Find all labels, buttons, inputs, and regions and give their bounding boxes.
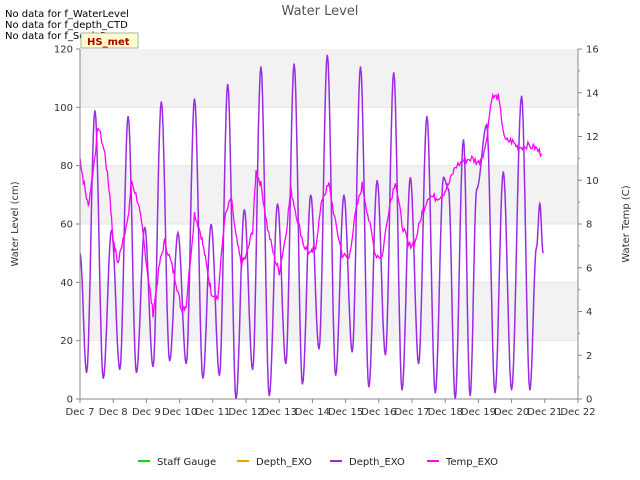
x-tick-label: Dec 18 (428, 407, 463, 418)
y-tick-label: 80 (60, 161, 73, 172)
x-tick-label: Dec 16 (361, 407, 396, 418)
y2-tick-label: 16 (586, 45, 599, 56)
no-data-note-2: No data for f_depth_CTD (5, 20, 128, 31)
y2-tick-label: 8 (586, 220, 592, 231)
x-tick-label: Dec 22 (560, 407, 595, 418)
legend-label: Depth_EXO (349, 457, 405, 468)
y-tick-label: 100 (54, 103, 73, 114)
legend: Staff Gauge Depth_EXO Depth_EXO Temp_EXO (138, 457, 498, 468)
grid-band (80, 282, 578, 341)
x-tick-label: Dec 17 (394, 407, 429, 418)
y2-tick-label: 14 (586, 88, 599, 99)
y2-tick-label: 10 (586, 176, 599, 187)
x-tick-label: Dec 10 (162, 407, 197, 418)
x-tick-label: Dec 8 (99, 407, 128, 418)
series-depth-exo-line (79, 54, 544, 400)
y-tick-label: 20 (60, 336, 73, 347)
x-tick-label: Dec 19 (461, 407, 496, 418)
y-tick-label: 0 (67, 395, 73, 406)
y-tick-label: 40 (60, 278, 73, 289)
y-tick-label: 60 (60, 220, 73, 231)
x-tick-label: Dec 7 (66, 407, 95, 418)
no-data-note-1: No data for f_WaterLevel (5, 9, 129, 20)
legend-label: Temp_EXO (445, 457, 498, 468)
chart-title: Water Level (282, 4, 359, 19)
x-tick-label: Dec 13 (262, 407, 297, 418)
x-tick-label: Dec 21 (527, 407, 562, 418)
x-tick-label: Dec 15 (328, 407, 363, 418)
y2-tick-label: 12 (586, 132, 599, 143)
legend-label: Staff Gauge (157, 457, 216, 468)
series-temp-exo-line (79, 92, 543, 318)
y-tick-label: 120 (54, 45, 73, 56)
y2-tick-label: 4 (586, 307, 592, 318)
series-lines (79, 54, 544, 400)
grid-band (80, 165, 578, 224)
x-tick-label: Dec 12 (228, 407, 263, 418)
y2-tick-label: 6 (586, 263, 592, 274)
x-tick-label: Dec 9 (132, 407, 161, 418)
x-tick-label: Dec 20 (494, 407, 529, 418)
x-tick-label: Dec 11 (195, 407, 230, 418)
legend-label: Depth_EXO (256, 457, 312, 468)
y-axis-label: Water Level (cm) (10, 181, 21, 266)
grid-bands (80, 49, 578, 400)
y2-tick-label: 0 (586, 395, 592, 406)
station-badge-label: HS_met (87, 37, 130, 48)
y2-axis-label: Water Temp (C) (621, 185, 632, 262)
no-data-note-3: No data for f_SonicRng (5, 31, 120, 42)
x-tick-label: Dec 14 (295, 407, 330, 418)
y2-tick-label: 2 (586, 351, 592, 362)
station-badge: HS_met (80, 32, 139, 49)
